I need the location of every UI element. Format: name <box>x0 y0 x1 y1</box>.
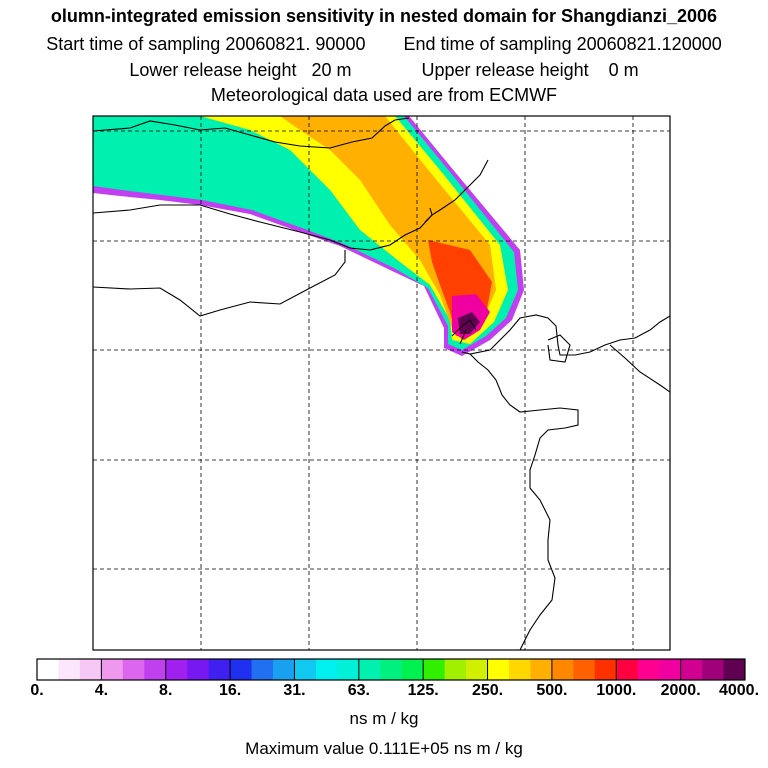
colorbar-segment <box>616 659 639 680</box>
colorbar-segment <box>594 659 617 680</box>
colorbar-segment <box>208 659 231 680</box>
lower-release-label: Lower release height 20 m <box>129 60 352 80</box>
colorbar-segment <box>380 659 403 680</box>
colorbar-tick-label: 4000. <box>718 682 760 699</box>
colorbar-segment <box>230 659 253 680</box>
colorbar-segment <box>294 659 317 680</box>
plume-yellow <box>200 116 508 344</box>
map-title: olumn-integrated emission sensitivity in… <box>50 6 718 26</box>
start-time-label: Start time of sampling 20060821. 90000 <box>46 34 366 54</box>
colorbar-segment <box>509 659 531 680</box>
colorbar <box>36 658 746 681</box>
colorbar-segment <box>337 659 360 680</box>
colorbar-tick-label: 2000. <box>660 682 701 699</box>
colorbar-segment <box>273 659 295 680</box>
colorbar-segment <box>702 659 725 680</box>
colorbar-segment <box>466 659 489 680</box>
colorbar-segment <box>637 659 660 680</box>
coastlines <box>93 117 670 650</box>
map-frame <box>92 115 671 651</box>
colorbar-segment <box>723 659 746 680</box>
colorbar-tick-label: 0. <box>30 682 44 699</box>
upper-release-label: Upper release height 0 m <box>421 60 639 80</box>
colorbar-segment <box>122 659 145 680</box>
plume-max-core <box>458 312 480 334</box>
colorbar-tick-label: 500. <box>536 682 568 699</box>
end-time-label: End time of sampling 20060821.120000 <box>403 34 722 54</box>
sampling-times: Start time of sampling 20060821. 90000 E… <box>0 34 768 55</box>
colorbar-unit: ns m / kg <box>349 709 419 728</box>
colorbar-tick-label: 31. <box>283 682 306 699</box>
colorbar-segment <box>487 659 510 680</box>
colorbar-frame <box>36 658 746 681</box>
colorbar-tick-label: 4. <box>94 682 109 699</box>
colorbar-segment <box>659 659 682 680</box>
maximum-value: Maximum value 0.111E+05 ns m / kg <box>245 739 523 758</box>
colorbar-segment <box>165 659 188 680</box>
colorbar-tick-label: 16. <box>218 682 242 699</box>
colorbar-segment <box>187 659 210 680</box>
colorbar-segment <box>680 659 703 680</box>
release-heights: Lower release height 20 m Upper release … <box>0 60 768 81</box>
colorbar-segment <box>101 659 124 680</box>
colorbar-segment <box>144 659 167 680</box>
colorbar-segment <box>37 659 59 680</box>
colorbar-segment <box>573 659 596 680</box>
colorbar-tick-label: 250. <box>471 682 504 699</box>
colorbar-segment <box>551 659 574 680</box>
colorbar-segment <box>315 659 338 680</box>
colorbar-segment <box>79 659 102 680</box>
met-data-label: Meteorological data used are from ECMWF <box>210 85 558 105</box>
colorbar-segment <box>251 659 274 680</box>
map-graticule <box>93 116 670 650</box>
colorbar-tick-label: 125. <box>407 682 439 699</box>
colorbar-tick-label: 63. <box>347 682 370 699</box>
colorbar-segment <box>530 659 553 680</box>
colorbar-segment <box>358 659 381 680</box>
colorbar-segment <box>58 659 81 680</box>
colorbar-segment <box>401 659 424 680</box>
colorbar-segment <box>423 659 446 680</box>
colorbar-tick-label: 1000. <box>596 682 637 699</box>
colorbar-tick-label: 8. <box>159 682 173 699</box>
colorbar-segment <box>444 659 467 680</box>
